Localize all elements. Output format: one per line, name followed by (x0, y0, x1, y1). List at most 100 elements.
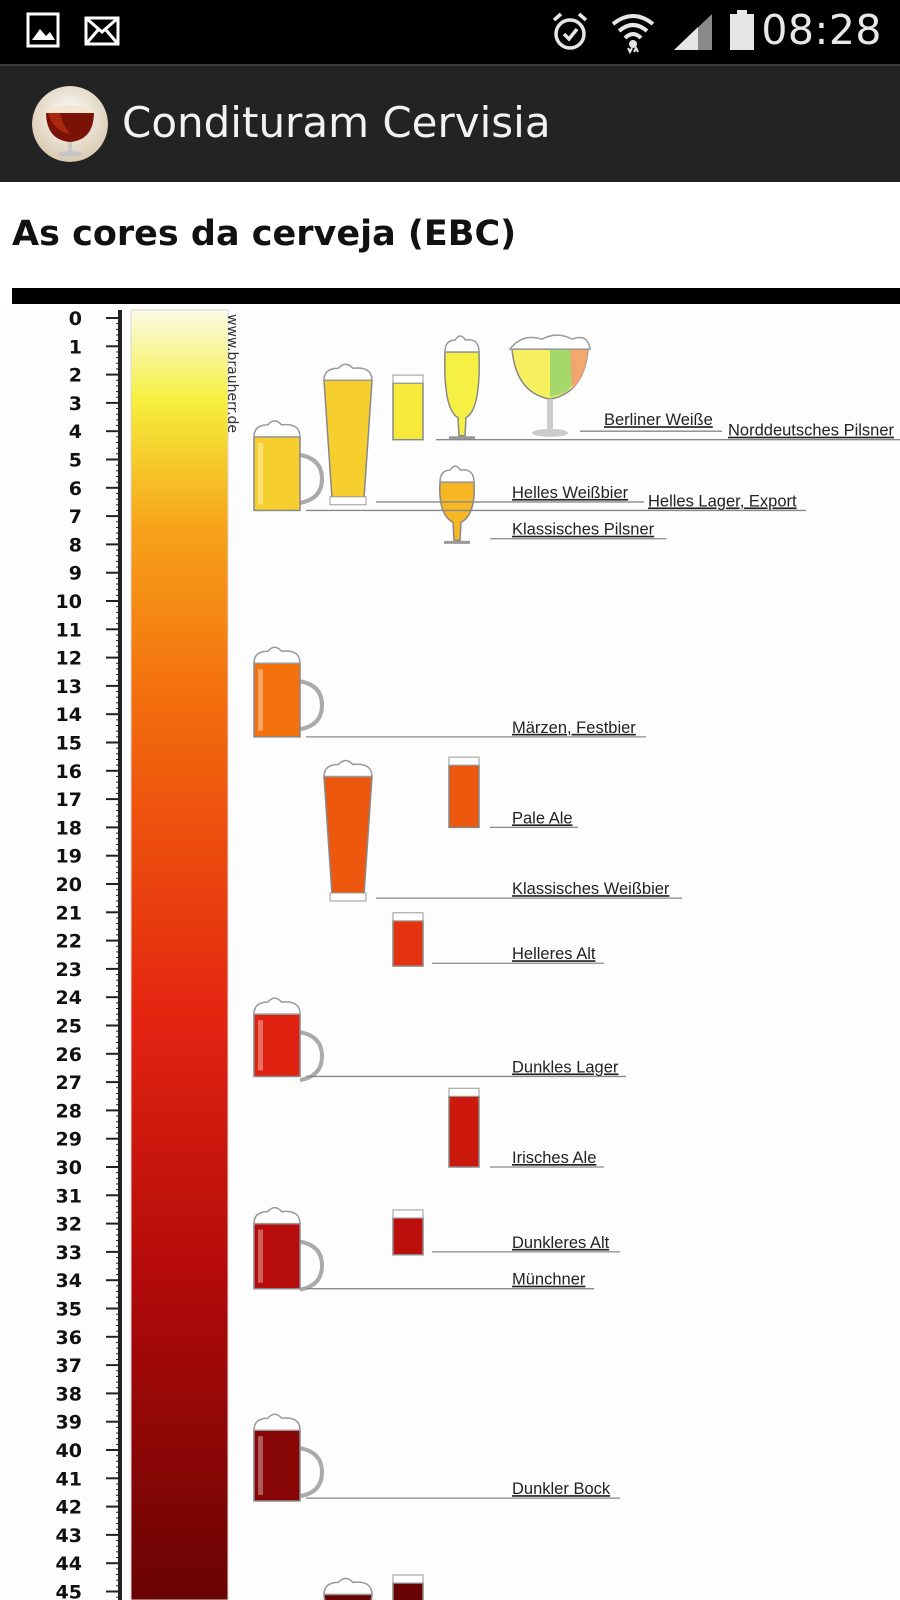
ebc-scale-label: 14 (56, 704, 82, 726)
glass-highlight (258, 442, 263, 505)
beer-style-label: Dunkles Lager (512, 1058, 619, 1076)
ebc-scale-label: 16 (56, 761, 82, 783)
mug-handle (299, 1239, 325, 1292)
alarm-icon (552, 12, 588, 50)
ebc-scale-label: 32 (56, 1214, 82, 1236)
ebc-scale-label: 0 (69, 308, 82, 330)
stange-glass-body (392, 1582, 424, 1600)
glass-foam (253, 420, 301, 438)
beer-style-label: Helles Lager, Export (648, 492, 797, 510)
weizen-glass-body (323, 1593, 373, 1600)
mug-handle (299, 1030, 325, 1083)
ebc-scale-label: 28 (56, 1100, 82, 1122)
stange-glass-body (392, 920, 424, 967)
mug-body (253, 1222, 301, 1290)
ebc-scale-label: 5 (69, 450, 82, 472)
scale-ruler (118, 310, 122, 1600)
mug-handle (299, 679, 325, 732)
beer-style-label: Pale Ale (512, 809, 573, 827)
mail-icon (84, 16, 120, 46)
wifi-icon (611, 14, 655, 54)
glass-foam (253, 1206, 301, 1225)
ebc-scale-label: 8 (69, 534, 82, 556)
beer-style-label: Dunkler Bock (512, 1480, 611, 1498)
tulip-glass-body (444, 351, 480, 437)
ebc-scale-label: 31 (56, 1185, 82, 1207)
beer-style-label: Klassisches Pilsner (512, 521, 655, 539)
ebc-scale-label: 30 (56, 1157, 82, 1179)
glass-foam (323, 759, 373, 778)
stange-glass-body (448, 764, 480, 829)
mug-body (253, 436, 301, 512)
glass-foam (253, 1413, 301, 1431)
ebc-color-gradient-bar (130, 309, 229, 1600)
mug-handle (299, 1446, 325, 1499)
glass-foam (392, 1209, 424, 1219)
ebc-scale-label: 18 (56, 817, 82, 839)
mug-body (253, 662, 301, 738)
action-bar: Condituram Cervisia (0, 64, 900, 182)
ebc-scale-label: 45 (56, 1582, 82, 1600)
stange-glass-body (448, 1095, 480, 1168)
battery-icon (730, 10, 754, 50)
mug-body (253, 1429, 301, 1502)
glass-foam (253, 646, 301, 665)
beer-style-label: Münchner (512, 1271, 586, 1289)
glass-highlight (258, 1229, 263, 1283)
beer-style-label: Dunkleres Alt (512, 1234, 610, 1252)
ebc-scale-label: 23 (56, 959, 82, 981)
ebc-scale-label: 39 (56, 1412, 82, 1434)
beer-style-label: Berliner Weiße (604, 411, 713, 429)
ebc-scale-label: 3 (69, 393, 82, 415)
mug-handle (299, 452, 325, 505)
ebc-scale-label: 22 (56, 931, 82, 953)
stange-glass-body (392, 382, 424, 441)
ebc-scale-label: 7 (69, 506, 82, 528)
ebc-scale-label: 2 (69, 365, 82, 387)
status-bar: 08:28 (0, 0, 900, 64)
glass-base (329, 496, 367, 506)
goblet-green-section (550, 349, 576, 398)
glass-highlight (258, 669, 263, 731)
ebc-scale-label: 27 (56, 1072, 82, 1094)
ebc-scale-label: 17 (56, 789, 82, 811)
ebc-scale-label: 11 (56, 619, 82, 641)
glass-foam (392, 374, 424, 384)
ebc-chart-svg: 0123456789101112131415161718192021222324… (56, 308, 900, 1600)
stange-glass-body (392, 1217, 424, 1256)
chart-top-border (12, 288, 900, 304)
ebc-scale-label: 24 (56, 987, 82, 1009)
glass-foam (444, 335, 480, 353)
ebc-scale-label: 6 (69, 478, 82, 500)
ebc-scale-label: 37 (56, 1355, 82, 1377)
clock-time: 08:28 (761, 6, 882, 54)
glass-foam (448, 756, 480, 766)
weizen-glass-body (323, 379, 373, 500)
gallery-icon (26, 12, 60, 48)
ebc-scale-label: 44 (56, 1553, 82, 1575)
ebc-scale-label: 21 (56, 902, 82, 924)
beer-glass-logo-icon[interactable] (32, 86, 108, 162)
page-title: As cores da cerveja (EBC) (12, 214, 517, 254)
ebc-scale-label: 38 (56, 1383, 82, 1405)
ebc-scale-label: 9 (69, 563, 82, 585)
app-title: Condituram Cervisia (122, 98, 551, 147)
beer-style-label: Norddeutsches Pilsner (728, 422, 895, 440)
glass-foam (392, 1574, 424, 1584)
ebc-scale-label: 15 (56, 733, 82, 755)
ebc-scale-label: 41 (56, 1468, 82, 1490)
glass-highlight (258, 1020, 263, 1071)
ebc-scale-label: 25 (56, 1016, 82, 1038)
watermark-text: www.brauherr.de (224, 314, 240, 433)
ebc-scale-label: 1 (69, 336, 82, 358)
ebc-scale-label: 13 (56, 676, 82, 698)
glass-foam (508, 334, 591, 350)
beer-style-label: Klassisches Weißbier (512, 880, 670, 898)
glass-foam (323, 363, 373, 382)
signal-icon (674, 14, 712, 50)
goblet-stem (547, 399, 553, 429)
glass-foam (439, 465, 475, 483)
glass-base (329, 892, 367, 902)
glass-foam (323, 1577, 373, 1596)
ebc-scale-label: 42 (56, 1497, 82, 1519)
